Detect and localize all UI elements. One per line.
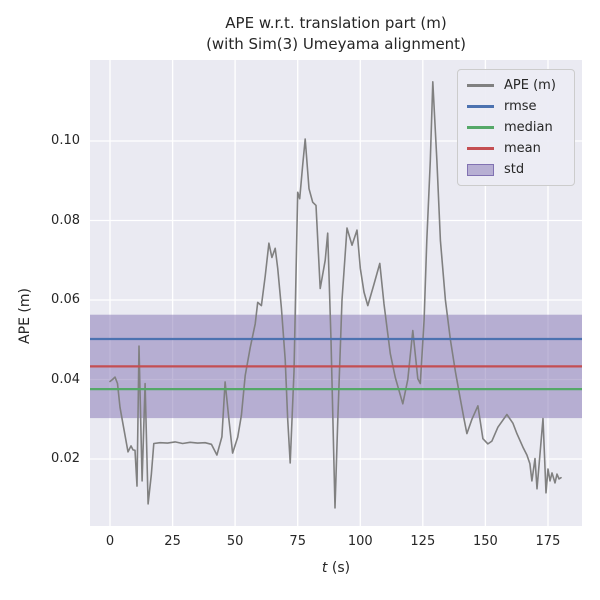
chart-title: APE w.r.t. translation part (m) (with Si…	[90, 13, 582, 55]
x-tick-label: 25	[164, 534, 181, 549]
legend-label-median: median	[504, 120, 553, 135]
x-axis-label-symbol: t	[321, 560, 328, 576]
y-tick-label: 0.06	[51, 292, 80, 308]
x-tick-label: 50	[226, 534, 244, 549]
legend: APE (m) rmse median mean std	[457, 69, 575, 186]
chart-title-line-1: APE w.r.t. translation part (m)	[225, 14, 447, 32]
y-tick-label: 0.04	[51, 371, 80, 387]
legend-label-rmse: rmse	[504, 99, 537, 114]
x-tick-label: 100	[347, 534, 373, 549]
legend-line-swatch-rmse	[467, 105, 494, 108]
legend-item-mean: mean	[467, 138, 565, 159]
y-tick-label: 0.02	[51, 451, 80, 467]
x-tick-label: 0	[105, 534, 115, 549]
legend-label-mean: mean	[504, 141, 541, 156]
legend-item-ape: APE (m)	[467, 75, 565, 96]
x-axis-label-unit: (s)	[327, 560, 351, 576]
legend-label-ape: APE (m)	[504, 78, 556, 93]
chart-canvas	[90, 60, 582, 526]
legend-item-rmse: rmse	[467, 96, 565, 117]
y-tick-label: 0.10	[51, 133, 80, 148]
legend-line-swatch-ape	[467, 84, 494, 87]
x-tick-label: 150	[472, 534, 498, 549]
legend-patch-swatch-std	[467, 163, 494, 176]
x-tick-label: 75	[289, 534, 306, 549]
ape-series-line	[109, 80, 562, 509]
legend-line-swatch-median	[467, 126, 494, 129]
y-tick-label: 0.08	[51, 212, 80, 228]
legend-label-std: std	[504, 162, 525, 177]
legend-item-median: median	[467, 117, 565, 138]
x-tick-label: 175	[535, 534, 561, 549]
legend-line-swatch-mean	[467, 147, 494, 150]
legend-item-std: std	[467, 159, 565, 180]
y-axis-label: APE (m)	[17, 288, 33, 344]
x-axis-label: t (s)	[90, 560, 582, 576]
x-tick-label: 125	[410, 534, 436, 549]
chart-title-line-2: (with Sim(3) Umeyama alignment)	[206, 35, 466, 53]
